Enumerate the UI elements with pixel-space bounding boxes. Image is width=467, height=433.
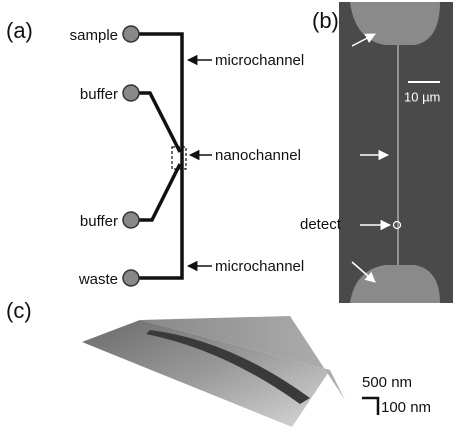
- channel-label: nanochannel: [215, 147, 301, 164]
- figure: (a) sample buffer buffer waste microchan…: [0, 0, 467, 433]
- scale-bar: [362, 398, 378, 415]
- port-label: buffer: [80, 213, 118, 230]
- port-label: sample: [70, 27, 118, 44]
- scale-label: 100 nm: [381, 399, 431, 416]
- micrograph: [339, 2, 453, 303]
- panel-label: (a): [6, 18, 33, 43]
- panel-label: (b): [312, 8, 339, 33]
- arrows: [188, 60, 212, 266]
- channel-label: microchannel: [215, 258, 304, 275]
- scale-label: 10 µm: [404, 89, 440, 104]
- ports: [123, 26, 139, 286]
- panel-label: (c): [6, 298, 32, 323]
- port-label: waste: [78, 271, 118, 288]
- scale-label: 500 nm: [362, 374, 412, 391]
- channel-label: microchannel: [215, 52, 304, 69]
- port-label: buffer: [80, 86, 118, 103]
- channel-network: [131, 34, 182, 278]
- detect-label: detect: [300, 216, 342, 233]
